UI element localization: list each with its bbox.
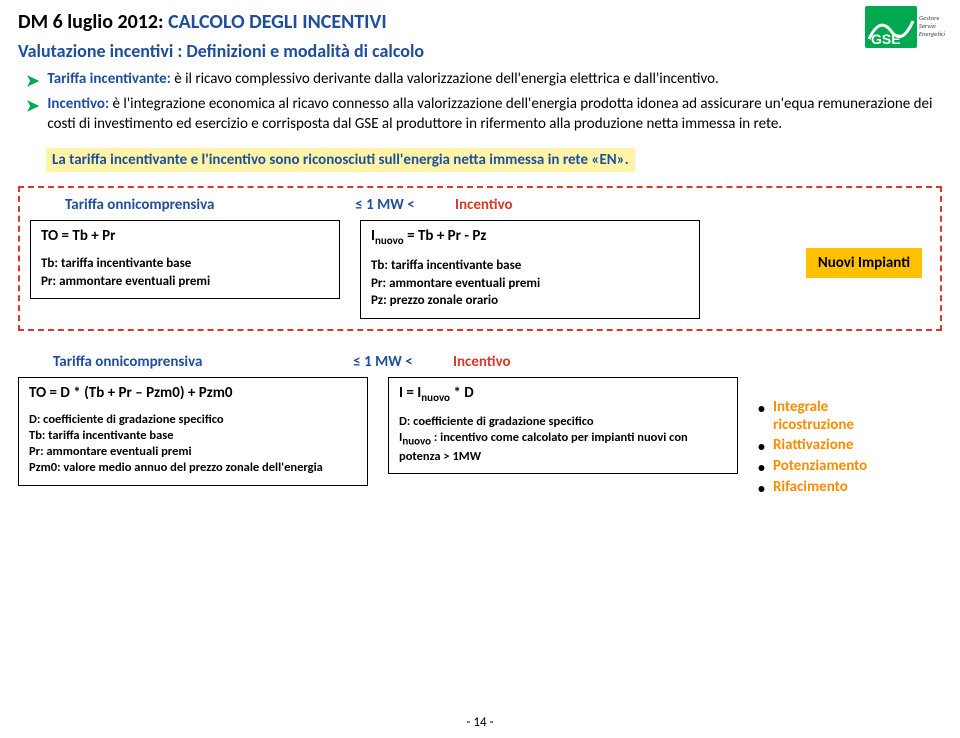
page-title: DM 6 luglio 2012: CALCOLO DEGLI INCENTIV… — [18, 10, 942, 34]
defs-right: Tb: tariffa incentivante base Pr: ammont… — [371, 257, 689, 310]
side-item-riattivazione: • Riattivazione — [758, 436, 867, 455]
page-number: - 14 - — [0, 715, 960, 730]
bottom-header-row: Tariffa onnicomprensiva ≤ 1 MW < Incenti… — [53, 353, 738, 371]
side-item-rifacimento: • Rifacimento — [758, 478, 867, 497]
title-prefix: DM 6 luglio 2012: — [18, 10, 168, 34]
chevron-icon: ➤ — [26, 71, 39, 91]
defs-bottom-right: D: coefficiente di gradazione specifico … — [399, 414, 727, 465]
defs-left: Tb: tariffa incentivante base Pr: ammont… — [41, 255, 329, 290]
def-inuovo: Inuovo : incentivo come calcolato per im… — [399, 430, 727, 465]
card-to-d-formula: TO = D * (Tb + Pr – Pzm0) + Pzm0 D: coef… — [18, 377, 368, 486]
svg-text:Gestore: Gestore — [919, 14, 939, 22]
subtitle: Valutazione incentivi : Definizioni e mo… — [18, 40, 942, 62]
card-to-formula: TO = Tb + Pr Tb: tariffa incentivante ba… — [30, 220, 340, 299]
defs-bottom-left: D: coefficiente di gradazione specifico … — [29, 412, 357, 477]
svg-text:Energetici: Energetici — [919, 30, 945, 38]
definitions-block: ➤ Tariffa incentivante: è il ricavo comp… — [26, 70, 942, 134]
def-pr: Pr: ammontare eventuali premi — [371, 275, 689, 293]
side-item-potenziamento: • Potenziamento — [758, 457, 867, 476]
def-tb: Tb: tariffa incentivante base — [371, 257, 689, 275]
hdr-tariffa-onni: Tariffa onnicomprensiva — [65, 196, 345, 214]
svg-text:GSE: GSE — [871, 31, 901, 47]
title-suffix: CALCOLO DEGLI INCENTIVI — [168, 10, 387, 34]
bhdr-tariffa: Tariffa onnicomprensiva — [53, 353, 333, 371]
bullet-text: Tariffa incentivante: è il ricavo comple… — [47, 70, 718, 90]
bhdr-threshold: ≤ 1 MW < — [333, 353, 433, 371]
bullet-text: Incentivo: è l'integrazione economica al… — [47, 95, 942, 134]
term-tariffa: Tariffa incentivante: — [47, 70, 170, 88]
side-list: • Integrale ricostruzione • Riattivazion… — [758, 398, 867, 499]
bottom-columns: TO = D * (Tb + Pr – Pzm0) + Pzm0 D: coef… — [18, 377, 738, 486]
def-d: D: coefficiente di gradazione specifico — [399, 414, 727, 430]
chevron-icon: ➤ — [26, 96, 39, 116]
bottom-block: Tariffa onnicomprensiva ≤ 1 MW < Incenti… — [18, 353, 942, 499]
card-i-d-formula: I = Inuovo * D D: coefficiente di gradaz… — [388, 377, 738, 474]
formula-to: TO = Tb + Pr — [41, 227, 329, 245]
formula-inuovo: Inuovo = Tb + Pr - Pz — [371, 227, 689, 247]
bullet-dot-icon: • — [758, 480, 765, 497]
bullet-incentivo: ➤ Incentivo: è l'integrazione economica … — [26, 95, 942, 134]
card-inuovo-formula: Inuovo = Tb + Pr - Pz Tb: tariffa incent… — [360, 220, 700, 319]
bullet2-body: è l'integrazione economica al ricavo con… — [47, 95, 932, 133]
formula-columns: TO = Tb + Pr Tb: tariffa incentivante ba… — [30, 220, 930, 319]
def-d: D: coefficiente di gradazione specifico — [29, 412, 357, 428]
bhdr-incentivo: Incentivo — [453, 353, 511, 371]
def-pr: Pr: ammontare eventuali premi — [41, 273, 329, 291]
gse-logo: GSE Gestore Servizi Energetici — [865, 6, 945, 66]
formula-i-d: I = Inuovo * D — [399, 384, 727, 404]
term-incentivo: Incentivo: — [47, 95, 109, 113]
hdr-threshold: ≤ 1 MW < — [345, 196, 425, 214]
bullet-dot-icon: • — [758, 438, 765, 455]
side-item-integrale: • Integrale ricostruzione — [758, 398, 867, 434]
bullet-tariffa: ➤ Tariffa incentivante: è il ricavo comp… — [26, 70, 942, 91]
tag-nuovi-impianti: Nuovi Impianti — [806, 248, 922, 278]
def-tb: Tb: tariffa incentivante base — [29, 428, 357, 444]
def-tb: Tb: tariffa incentivante base — [41, 255, 329, 273]
bullet1-body: è il ricavo complessivo derivante dalla … — [171, 70, 719, 88]
svg-text:Servizi: Servizi — [919, 22, 936, 30]
bullet-dot-icon: • — [758, 459, 765, 476]
formula-to-d: TO = D * (Tb + Pr – Pzm0) + Pzm0 — [29, 384, 357, 402]
hdr-incentivo: Incentivo — [455, 196, 513, 214]
bullet-dot-icon: • — [758, 400, 765, 417]
def-pr: Pr: ammontare eventuali premi — [29, 444, 357, 460]
def-pzm0: Pzm0: valore medio annuo del prezzo zona… — [29, 460, 357, 476]
highlight-statement: La tariffa incentivante e l'incentivo so… — [46, 148, 635, 172]
nuovi-impianti-box: Tariffa onnicomprensiva ≤ 1 MW < Incenti… — [18, 186, 942, 331]
bottom-formulas: Tariffa onnicomprensiva ≤ 1 MW < Incenti… — [18, 353, 738, 486]
def-pz: Pz: prezzo zonale orario — [371, 292, 689, 310]
box-header-row: Tariffa onnicomprensiva ≤ 1 MW < Incenti… — [65, 196, 930, 214]
